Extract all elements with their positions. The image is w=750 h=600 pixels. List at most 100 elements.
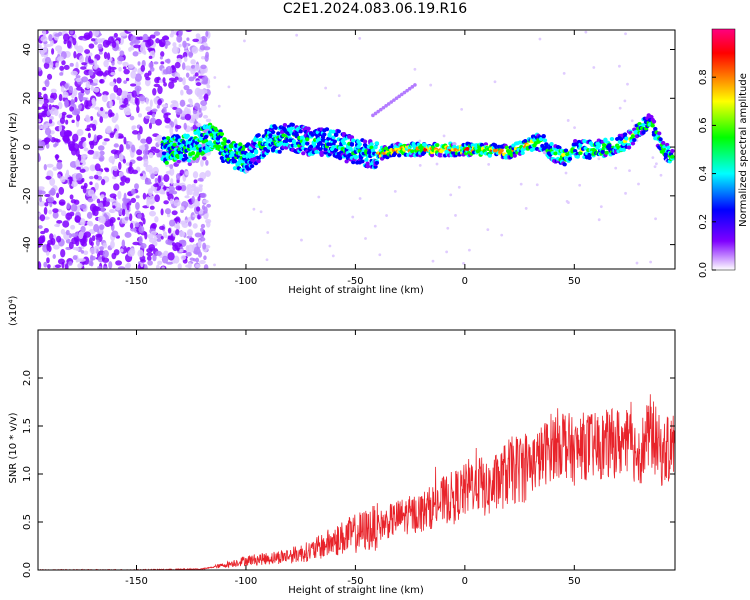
spectrogram-noise-mark — [161, 190, 166, 195]
spectrogram-noise-mark — [47, 264, 51, 269]
spectrogram-speckle-mark — [614, 166, 618, 170]
spectrogram-noise-mark — [97, 202, 104, 208]
spectrogram-noise-mark — [192, 109, 198, 115]
spectrogram-speckle-mark — [623, 99, 627, 103]
spectrogram-noise-mark — [187, 229, 193, 237]
spectrogram-noise-mark — [38, 106, 42, 111]
spectrogram-noise-mark — [140, 138, 147, 144]
spectrogram-ridge-mark — [603, 137, 608, 142]
spectrogram-noise-mark — [38, 112, 46, 117]
spectrogram-noise-mark — [202, 114, 209, 119]
spectrogram-noise-mark — [91, 97, 96, 106]
spectrogram-noise-mark — [82, 141, 87, 148]
spectrogram-ridge-mark — [265, 148, 271, 153]
spectrogram-noise-mark — [106, 52, 111, 60]
spectrogram-noise-mark — [94, 58, 98, 66]
spectrogram-noise-mark — [130, 197, 137, 204]
spectrogram-speckle-mark — [626, 82, 629, 86]
spectrogram-noise-mark — [182, 77, 186, 86]
spectrogram-noise-mark — [102, 266, 108, 269]
spectrogram-noise-mark — [98, 224, 105, 230]
spectrogram-ridge-mark — [331, 129, 336, 134]
spectrogram-noise-mark — [111, 60, 115, 66]
spectrogram-speckle-mark — [599, 205, 603, 209]
spectrogram-noise-mark — [57, 56, 64, 62]
spectrogram-noise-mark — [187, 221, 192, 227]
spectrogram-noise-mark — [48, 119, 53, 124]
spectrogram-noise-mark — [134, 222, 140, 228]
spectrogram-ridge-mark — [587, 155, 592, 160]
spectrogram-speckle-mark — [592, 66, 596, 69]
spectrogram-noise-mark — [122, 91, 129, 96]
spectrogram-noise-mark — [80, 225, 86, 233]
spectrogram-ridge-mark — [351, 138, 356, 143]
spectrogram-y-tick-label: 0 — [22, 144, 33, 150]
spectrogram-noise-mark — [100, 107, 104, 112]
spectrogram-speckle-mark — [418, 163, 422, 167]
spectrogram-x-label: Height of straight line (km) — [288, 285, 424, 296]
spectrogram-noise-mark — [206, 221, 211, 228]
spectrogram-noise-mark — [74, 215, 81, 223]
spectrogram-noise-mark — [106, 198, 110, 202]
spectrogram-noise-mark — [200, 159, 204, 167]
spectrogram-noise-mark — [111, 41, 117, 48]
spectrogram-ridge-mark — [541, 133, 546, 138]
spectrogram-noise-mark — [139, 266, 144, 269]
spectrogram-trace-mark — [389, 100, 394, 104]
spectrogram-ridge-mark — [273, 125, 278, 130]
spectrogram-noise-mark — [173, 217, 180, 222]
spectrogram-noise-mark — [193, 179, 198, 184]
spectrogram-noise-mark — [61, 210, 67, 217]
spectrogram-speckle-mark — [337, 94, 341, 98]
spectrogram-noise-mark — [46, 243, 50, 251]
spectrogram-noise-mark — [46, 73, 53, 80]
spectrogram-speckle-mark — [535, 183, 539, 187]
spectrogram-noise-mark — [156, 238, 162, 242]
spectrogram-speckle-mark — [431, 259, 435, 263]
spectrogram-noise-mark — [147, 255, 152, 261]
spectrogram-noise-mark — [109, 81, 116, 87]
spectrogram-noise-mark — [152, 87, 157, 96]
spectrogram-ridge-mark — [357, 142, 362, 147]
snr-y-ticks: 2.0 1.5 1.0 0.5 0.0 — [22, 370, 675, 578]
spectrogram-noise-mark — [39, 196, 43, 203]
spectrogram-y-ticks: 40 20 0 -20 -40 — [22, 43, 675, 253]
spectrogram-noise-mark — [87, 132, 91, 139]
spectrogram-speckle-mark — [265, 258, 269, 262]
spectrogram-noise-mark — [73, 50, 77, 59]
spectrogram-noise-mark — [165, 67, 169, 75]
spectrogram-noise-mark — [52, 211, 59, 219]
spectrogram-noise-mark — [70, 70, 78, 76]
spectrogram-noise-mark — [50, 94, 55, 99]
spectrogram-speckle-mark — [578, 183, 582, 187]
spectrogram-noise-mark — [183, 122, 187, 130]
spectrogram-noise-mark — [94, 106, 100, 110]
spectrogram-noise-mark — [75, 159, 80, 166]
spectrogram-noise-mark — [89, 254, 94, 262]
spectrogram-speckle-mark — [317, 195, 321, 199]
spectrogram-ridge-mark — [641, 130, 646, 135]
spectrogram-noise-mark — [108, 155, 116, 164]
spectrogram-noise-mark — [189, 237, 195, 243]
spectrogram-noise-mark — [119, 144, 124, 153]
spectrogram-noise-mark — [65, 119, 69, 125]
spectrogram-noise-mark — [110, 149, 118, 155]
spectrogram-noise-mark — [138, 95, 146, 102]
spectrogram-noise-mark — [113, 32, 118, 38]
spectrogram-ridge-mark — [332, 139, 338, 144]
spectrogram-ridge-mark — [298, 129, 303, 134]
spectrogram-y-tick-label: -40 — [22, 236, 33, 252]
spectrogram-trace-mark — [413, 83, 417, 87]
spectrogram-ridge-mark — [542, 138, 548, 143]
spectrogram-noise-mark — [38, 118, 42, 123]
spectrogram-ridge-mark — [670, 154, 675, 159]
spectrogram-noise-mark — [58, 124, 62, 132]
spectrogram-noise-mark — [96, 170, 103, 176]
spectrogram-speckle-mark — [418, 139, 422, 143]
spectrogram-noise-mark — [205, 159, 209, 166]
spectrogram-noise-mark — [146, 111, 153, 116]
spectrogram-speckle-mark — [442, 134, 446, 138]
spectrogram-ridge-mark — [353, 154, 359, 159]
spectrogram-x-tick-label: -150 — [125, 276, 148, 287]
spectrogram-noise-mark — [195, 82, 202, 87]
